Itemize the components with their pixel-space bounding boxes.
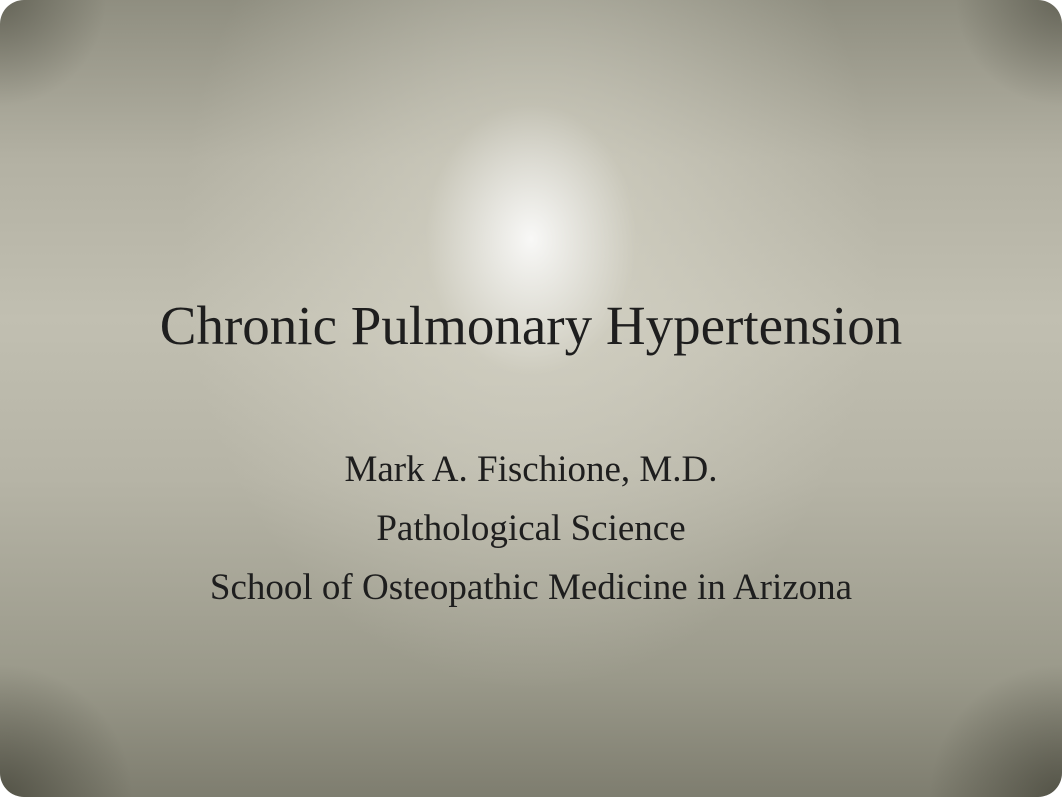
author-line: Mark A. Fischione, M.D.	[0, 440, 1062, 499]
slide-container: Chronic Pulmonary Hypertension Mark A. F…	[0, 0, 1062, 797]
school-line: School of Osteopathic Medicine in Arizon…	[0, 558, 1062, 617]
slide-title: Chronic Pulmonary Hypertension	[0, 294, 1062, 357]
subtitle-block: Mark A. Fischione, M.D. Pathological Sci…	[0, 440, 1062, 618]
department-line: Pathological Science	[0, 499, 1062, 558]
